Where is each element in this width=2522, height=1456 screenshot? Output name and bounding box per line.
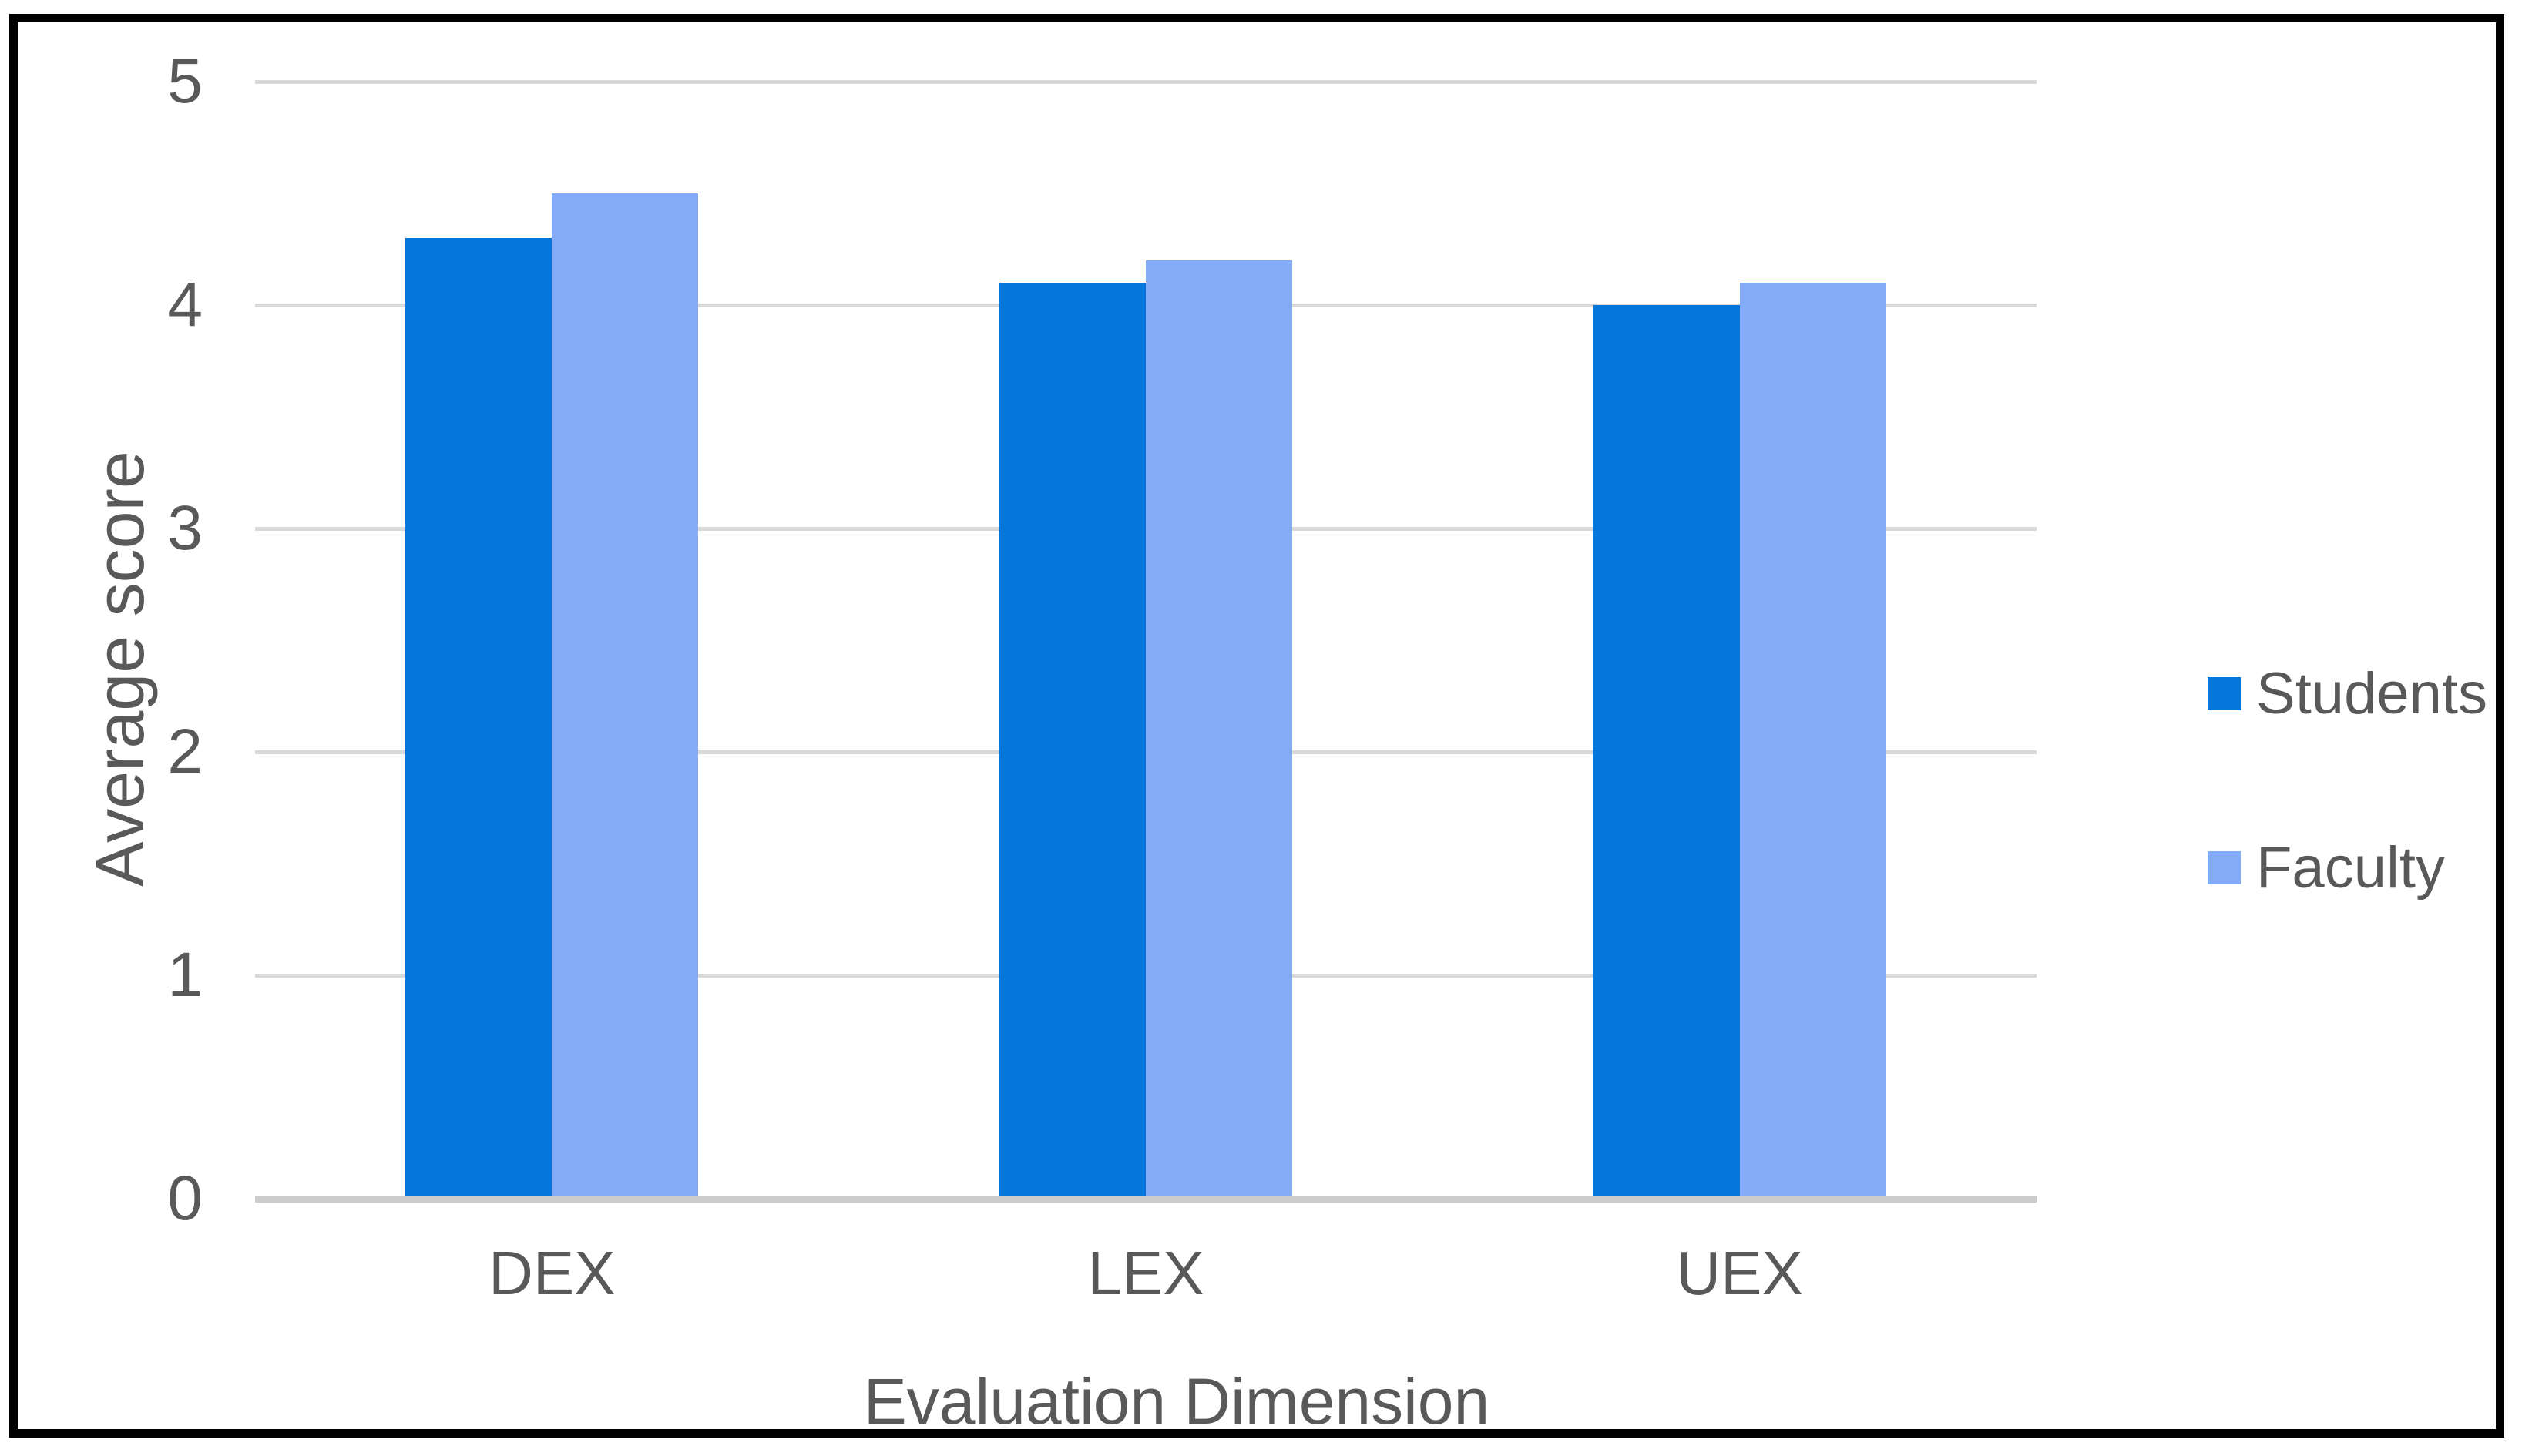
gridline	[255, 80, 2037, 84]
x-axis-line	[255, 1196, 2037, 1203]
y-tick-label: 1	[167, 940, 203, 1010]
legend-item-faculty: Faculty	[2208, 819, 2487, 916]
bar-students-uex	[1593, 305, 1740, 1199]
legend: Students Faculty	[2208, 645, 2487, 993]
y-tick-label: 3	[167, 493, 203, 563]
legend-swatch-icon	[2208, 676, 2241, 710]
legend-swatch-icon	[2208, 850, 2241, 884]
bar-students-lex	[999, 283, 1146, 1199]
y-tick-label: 5	[167, 46, 203, 116]
x-axis-title: Evaluation Dimension	[863, 1365, 1490, 1438]
legend-item-students: Students	[2208, 645, 2487, 742]
y-tick-label: 2	[167, 716, 203, 787]
bar-students-dex	[405, 238, 552, 1199]
x-category-label-dex: DEX	[489, 1239, 616, 1307]
legend-label: Faculty	[2256, 834, 2445, 901]
x-category-label-uex: UEX	[1676, 1239, 1803, 1307]
legend-label: Students	[2256, 660, 2487, 726]
bar-faculty-lex	[1146, 260, 1292, 1199]
bar-faculty-uex	[1739, 283, 1886, 1199]
x-category-label-lex: LEX	[1087, 1239, 1204, 1307]
y-tick-label: 0	[167, 1163, 203, 1233]
bar-faculty-dex	[552, 193, 699, 1199]
y-tick-label: 4	[167, 270, 203, 340]
